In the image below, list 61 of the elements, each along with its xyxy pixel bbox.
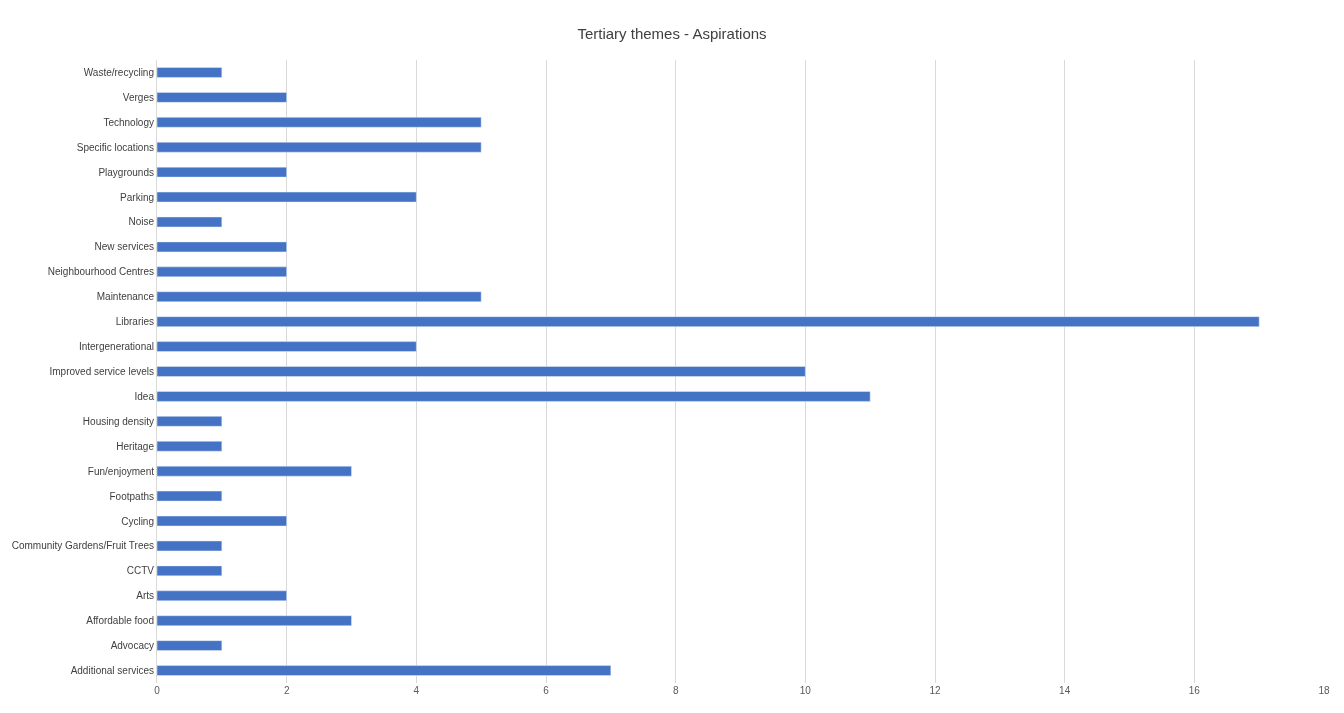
bar: [157, 216, 223, 228]
bar: [157, 266, 287, 278]
x-tick-label: 6: [543, 685, 550, 696]
y-tick-label: Technology: [103, 116, 154, 128]
y-tick-label: New services: [94, 241, 154, 253]
y-tick-label: Neighbourhood Centres: [47, 266, 154, 278]
x-tick-label: 12: [929, 685, 941, 696]
bar: [157, 92, 287, 103]
y-tick-label: Parking: [120, 191, 154, 203]
bar: [157, 665, 612, 676]
bar: [157, 540, 223, 552]
bar: [157, 615, 352, 626]
y-tick-label: Libraries: [115, 316, 154, 328]
bar: [157, 590, 287, 602]
bar: [157, 241, 287, 253]
bar: [157, 366, 806, 377]
y-tick-label: Arts: [136, 590, 154, 602]
x-tick-label: 0: [154, 685, 161, 696]
bar: [157, 291, 482, 302]
bar: [157, 565, 223, 577]
y-tick-label: Footpaths: [109, 490, 154, 502]
y-tick-label: Additional services: [70, 665, 154, 677]
y-tick-label: Community Gardens/Fruit Trees: [11, 540, 154, 552]
y-tick-label: Intergenerational: [78, 341, 154, 353]
x-tick-label: 8: [672, 685, 679, 696]
x-tick-label: 16: [1188, 685, 1201, 696]
y-tick-label: Playgrounds: [98, 166, 154, 178]
bar: [157, 640, 223, 651]
chart-title: Tertiary themes - Aspirations: [577, 25, 767, 43]
bar: [157, 341, 417, 352]
bar: [157, 117, 482, 128]
x-tick-label: 4: [413, 685, 420, 696]
bar: [157, 316, 1260, 327]
bar: [157, 166, 287, 178]
y-tick-label: Verges: [122, 91, 154, 103]
x-tick-label: 14: [1059, 685, 1071, 696]
y-tick-label: Advocacy: [110, 640, 154, 652]
x-tick-label: 10: [799, 685, 812, 696]
bar: [157, 391, 871, 402]
y-tick-label: Improved service levels: [49, 366, 154, 377]
y-tick-label: Heritage: [116, 440, 155, 452]
bar: [157, 465, 352, 477]
bar: [157, 490, 223, 502]
y-tick-label: Maintenance: [96, 291, 155, 303]
bar: [157, 515, 287, 527]
y-tick-label: CCTV: [126, 565, 155, 577]
bar: [157, 67, 223, 78]
x-tick-label: 2: [283, 685, 290, 696]
x-tick-label: 18: [1318, 685, 1330, 696]
y-tick-label: Noise: [128, 216, 155, 228]
y-tick-label: Fun/enjoyment: [87, 465, 155, 477]
bar: [157, 416, 223, 427]
bar: [157, 441, 223, 452]
y-tick-label: Idea: [134, 390, 155, 402]
bar: [157, 191, 417, 203]
y-tick-label: Affordable food: [86, 615, 154, 627]
y-tick-label: Waste/recycling: [83, 66, 154, 78]
bar: [157, 141, 482, 153]
y-tick-label: Housing density: [82, 415, 154, 427]
y-tick-label: Cycling: [121, 515, 154, 527]
y-tick-label: Specific locations: [76, 141, 154, 153]
